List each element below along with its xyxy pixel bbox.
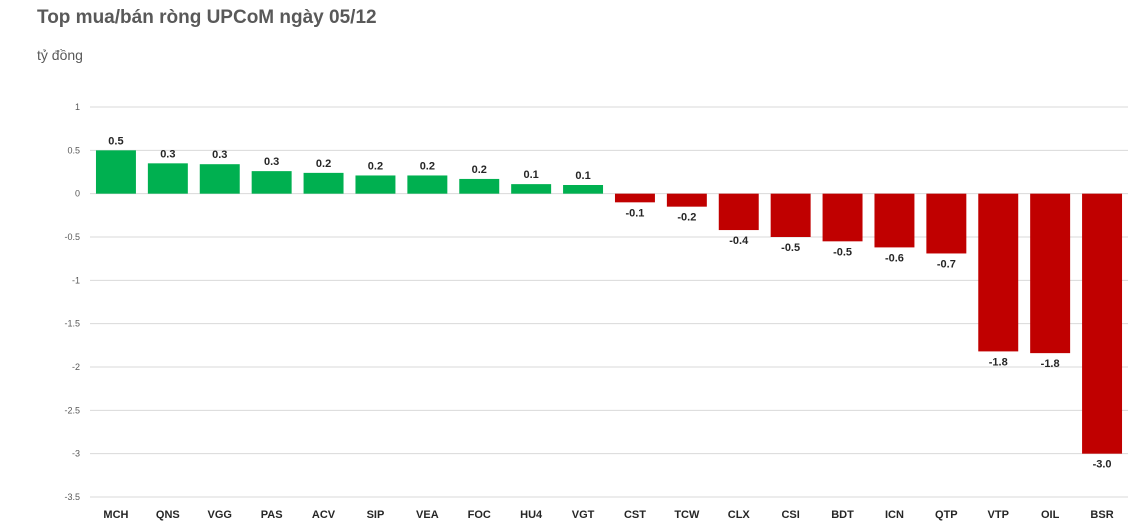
data-labels: 0.5 0.3 0.3 0.3 0.2 0.2 0.2 0.2 0.1 0.1 -0.1 -0.2 -0… [108, 135, 1111, 470]
data-label: -0.2 [677, 212, 696, 224]
data-label: -0.5 [833, 246, 852, 258]
x-tick-label: MCH [103, 509, 128, 521]
bar-vgt [563, 185, 604, 194]
bar-qtp [926, 193, 967, 254]
bar-csi [770, 193, 811, 237]
data-label: 0.3 [160, 148, 175, 160]
data-label: -0.5 [781, 242, 800, 254]
bar-acv [303, 172, 344, 194]
x-tick-label: PAS [261, 509, 283, 521]
x-tick-label: SIP [367, 509, 385, 521]
data-label: 0.2 [368, 160, 383, 172]
data-label: 0.2 [472, 164, 487, 176]
data-label: -0.7 [937, 258, 956, 270]
data-label: 0.3 [264, 156, 279, 168]
bar-tcw [666, 193, 707, 207]
bar-bsr [1082, 193, 1123, 454]
bar-vtp [978, 193, 1019, 352]
x-tick-label: ICN [885, 509, 904, 521]
y-tick-label: -2.5 [64, 405, 80, 415]
bars [95, 150, 1123, 454]
bar-cst [614, 193, 655, 203]
x-tick-label: QNS [156, 509, 180, 521]
bar-icn [874, 193, 915, 248]
y-tick-label: -1 [72, 275, 80, 285]
data-label: 0.3 [212, 149, 227, 161]
x-tick-label: FOC [468, 509, 491, 521]
x-tick-label: BSR [1090, 509, 1113, 521]
x-tick-label: CLX [728, 509, 751, 521]
data-label: 0.1 [575, 170, 590, 182]
data-label: 0.2 [420, 160, 435, 172]
y-tick-label: 0 [75, 189, 80, 199]
data-label: -0.6 [885, 252, 904, 264]
data-label: -3.0 [1093, 459, 1112, 471]
bar-qns [147, 163, 188, 194]
bar-vgg [199, 164, 240, 194]
data-label: 0.5 [108, 135, 123, 147]
x-tick-label: VTP [988, 509, 1009, 521]
data-label: 0.2 [316, 158, 331, 170]
bar-vea [407, 175, 448, 194]
x-tick-label: QTP [935, 509, 958, 521]
bar-oil [1030, 193, 1071, 354]
x-tick-label: VGG [208, 509, 232, 521]
x-tick-label: HU4 [520, 509, 543, 521]
x-tick-label: ACV [312, 509, 336, 521]
x-tick-label: VGT [572, 509, 595, 521]
unit-label: tỷ đồng [37, 47, 83, 63]
data-label: -0.1 [625, 207, 644, 219]
y-tick-label: -3 [72, 449, 80, 459]
y-tick-label: -2 [72, 362, 80, 372]
bar-pas [251, 171, 292, 194]
grid-lines [90, 106, 1128, 498]
y-tick-label: -0.5 [64, 232, 80, 242]
x-tick-label: VEA [416, 509, 439, 521]
chart-title: Top mua/bán ròng UPCoM ngày 05/12 [37, 7, 377, 28]
bar-sip [355, 175, 396, 194]
x-tick-label: BDT [831, 509, 854, 521]
x-tick-label: TCW [674, 509, 700, 521]
bar-mch [95, 150, 136, 194]
x-tick-label: OIL [1041, 509, 1060, 521]
y-tick-label: -3.5 [64, 492, 80, 502]
x-tick-label: CSI [781, 509, 799, 521]
bar-hu4 [511, 184, 552, 194]
x-axis-ticks: MCH QNS VGG PAS ACV SIP VEA FOC HU4 VGT CST TCW CLX C… [103, 509, 1113, 521]
bar-bdt [822, 193, 863, 242]
x-tick-label: CST [624, 509, 646, 521]
y-axis-ticks: 1 0.5 0 -0.5 -1 -1.5 -2 -2.5 -3 -3.5 [64, 102, 80, 502]
data-label: -0.4 [729, 235, 749, 247]
bar-foc [459, 178, 500, 194]
data-label: -1.8 [1041, 358, 1060, 370]
y-tick-label: 0.5 [67, 145, 80, 155]
bar-clx [718, 193, 759, 231]
y-tick-label: 1 [75, 102, 80, 112]
data-label: 0.1 [524, 169, 539, 181]
data-label: -1.8 [989, 356, 1008, 368]
y-tick-label: -1.5 [64, 319, 80, 329]
